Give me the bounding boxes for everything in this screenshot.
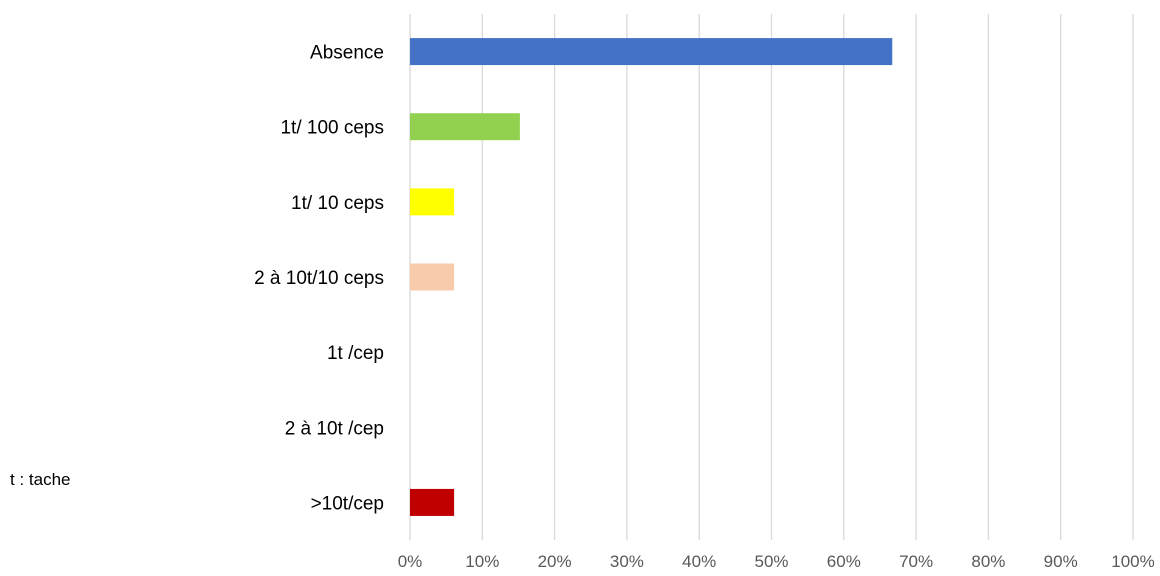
bar (410, 188, 455, 216)
x-tick-label: 20% (538, 552, 572, 571)
footnote: t : tache (10, 470, 71, 489)
x-tick-label: 100% (1111, 552, 1154, 571)
x-tick-label: 70% (899, 552, 933, 571)
x-tick-label: 60% (827, 552, 861, 571)
x-tick-label: 90% (1044, 552, 1078, 571)
bar (410, 113, 520, 141)
category-label: 2 à 10t/10 ceps (254, 268, 384, 289)
x-tick-label: 30% (610, 552, 644, 571)
bar (410, 38, 893, 66)
category-label: Absence (310, 43, 384, 64)
x-tick-label: 10% (465, 552, 499, 571)
bars (410, 38, 893, 516)
x-tick-label: 80% (971, 552, 1005, 571)
category-label: 2 à 10t /cep (285, 418, 384, 439)
category-label: >10t/cep (311, 493, 384, 514)
bar (410, 488, 455, 516)
x-tick-label: 40% (682, 552, 716, 571)
x-axis-tick-labels: 0% 10% 20% 30% 40% 50% 60% 70% 80% 90% 100% (398, 552, 1155, 571)
x-tick-label: 0% (398, 552, 423, 571)
category-label: 1t /cep (327, 343, 384, 364)
x-tick-label: 50% (754, 552, 788, 571)
bar (410, 263, 455, 291)
category-labels: Absence 1t/ 100 ceps 1t/ 10 ceps 2 à 10t/10… (254, 43, 384, 515)
gridlines (409, 14, 1134, 540)
category-label: 1t/ 100 ceps (280, 118, 384, 139)
category-label: 1t/ 10 ceps (291, 193, 384, 214)
